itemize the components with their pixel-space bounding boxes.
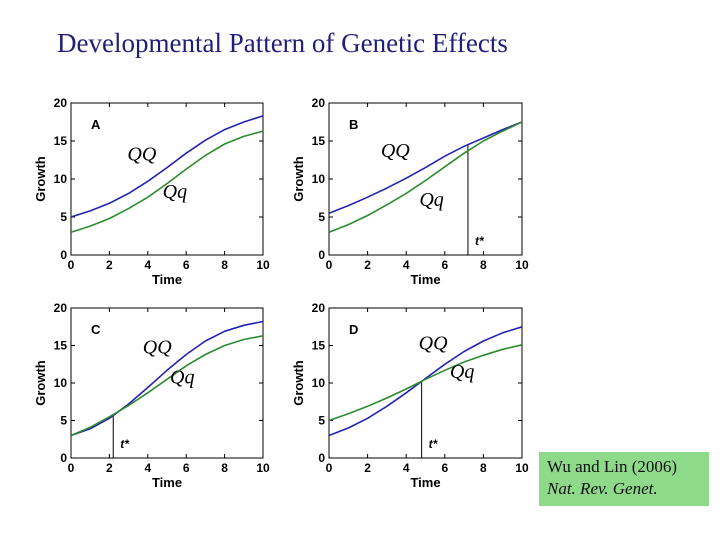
panel-b-ytick-label: 20: [312, 96, 326, 110]
panel-d-tstar-label: t*: [429, 437, 439, 451]
panel-b-letter: B: [349, 117, 358, 132]
panel-c-series-qq: [70, 335, 264, 437]
panel-a-ytick-label: 20: [54, 96, 68, 110]
panel-b-tstar-label: t*: [475, 234, 485, 248]
panel-c-ytick-label: 10: [54, 376, 68, 390]
panel-d-ytick-label: 0: [318, 451, 325, 465]
panel-b-ytick-label: 10: [312, 172, 326, 186]
panel-a-series-qq: [70, 115, 264, 218]
panel-c-ytick-label: 0: [60, 451, 67, 465]
panel-d-ytick-label: 10: [312, 376, 326, 390]
panel-d-xtick-label: 6: [441, 461, 448, 475]
panel-c-frame: [70, 307, 264, 459]
panel-c-annotation-qq: Qq: [170, 367, 194, 389]
panel-a-xtick-label: 0: [68, 258, 75, 272]
panel-c-xtick-label: 0: [68, 461, 75, 475]
panel-a-ylabel: Growth: [33, 156, 48, 202]
panel-c-series-qq: [70, 320, 264, 437]
panel-d-series-qq: [328, 344, 523, 422]
panel-a-xlabel: Time: [152, 272, 182, 287]
panel-a-xtick-label: 10: [256, 258, 270, 272]
panel-a-annotation-qq: QQ: [127, 143, 156, 165]
panel-d-xtick-label: 4: [403, 461, 410, 475]
citation-journal: Nat. Rev. Genet.: [547, 479, 658, 498]
panel-a-series-qq: [70, 130, 264, 233]
panel-b-xtick-label: 8: [480, 258, 487, 272]
panel-c-annotation-qq: QQ: [143, 337, 172, 359]
panel-b-ytick-label: 5: [318, 210, 325, 224]
panel-d-letter: D: [349, 322, 358, 337]
panel-b-xlabel: Time: [410, 272, 440, 287]
panel-b-ytick-label: 15: [312, 134, 326, 148]
panel-c-xlabel: Time: [152, 475, 182, 490]
panel-a-ytick-label: 10: [54, 172, 68, 186]
panel-b-series-qq: [328, 121, 523, 214]
panel-c-ytick-label: 15: [54, 339, 68, 353]
panel-b-ylabel: Growth: [291, 156, 306, 202]
panel-d-ylabel: Growth: [291, 360, 306, 406]
panel-c-xtick-label: 6: [183, 461, 190, 475]
citation-authors: Wu and Lin (2006): [547, 457, 678, 476]
panel-b-xtick-label: 10: [515, 258, 529, 272]
panel-c-letter: C: [91, 322, 101, 337]
panel-a-ytick-label: 0: [60, 248, 67, 262]
panel-a-ytick-label: 15: [54, 134, 68, 148]
panel-c-xtick-label: 2: [106, 461, 113, 475]
panel-b-xtick-label: 4: [403, 258, 410, 272]
panel-b-annotation-qq: QQ: [381, 140, 410, 162]
panel-a-ytick-label: 5: [60, 210, 67, 224]
panel-b-series-qq: [328, 121, 523, 233]
panel-d-xtick-label: 2: [364, 461, 371, 475]
panel-d-ytick-label: 5: [318, 414, 325, 428]
panel-b-xtick-label: 2: [364, 258, 371, 272]
panel-d-xtick-label: 10: [515, 461, 529, 475]
panel-d-xtick-label: 8: [480, 461, 487, 475]
panel-a-xtick-label: 8: [221, 258, 228, 272]
panel-c-ytick-label: 20: [54, 301, 68, 315]
panel-a-xtick-label: 4: [144, 258, 151, 272]
panel-c-xtick-label: 8: [221, 461, 228, 475]
panel-c-ylabel: Growth: [33, 360, 48, 406]
panel-b-ytick-label: 0: [318, 248, 325, 262]
panel-b-xtick-label: 0: [326, 258, 333, 272]
panel-a-frame: [70, 102, 264, 256]
panel-c-xtick-label: 4: [144, 461, 151, 475]
panel-d-xlabel: Time: [410, 475, 440, 490]
panel-a-annotation-qq: Qq: [163, 181, 187, 203]
citation-box: Wu and Lin (2006) Nat. Rev. Genet.: [539, 452, 709, 506]
panel-a-xtick-label: 2: [106, 258, 113, 272]
page-title: Developmental Pattern of Genetic Effects: [57, 28, 508, 58]
panel-d-ytick-label: 20: [312, 301, 326, 315]
panel-c-xtick-label: 10: [256, 461, 270, 475]
panel-a-xtick-label: 6: [183, 258, 190, 272]
panel-b-xtick-label: 6: [441, 258, 448, 272]
panel-d-xtick-label: 0: [326, 461, 333, 475]
panel-d-annotation-qq: QQ: [419, 333, 448, 355]
panel-a-letter: A: [91, 117, 101, 132]
panel-d-annotation-qq: Qq: [450, 361, 474, 383]
panel-b-annotation-qq: Qq: [419, 189, 443, 211]
panel-d-ytick-label: 15: [312, 339, 326, 353]
panel-c-ytick-label: 5: [60, 414, 67, 428]
panel-c-tstar-label: t*: [120, 437, 130, 451]
